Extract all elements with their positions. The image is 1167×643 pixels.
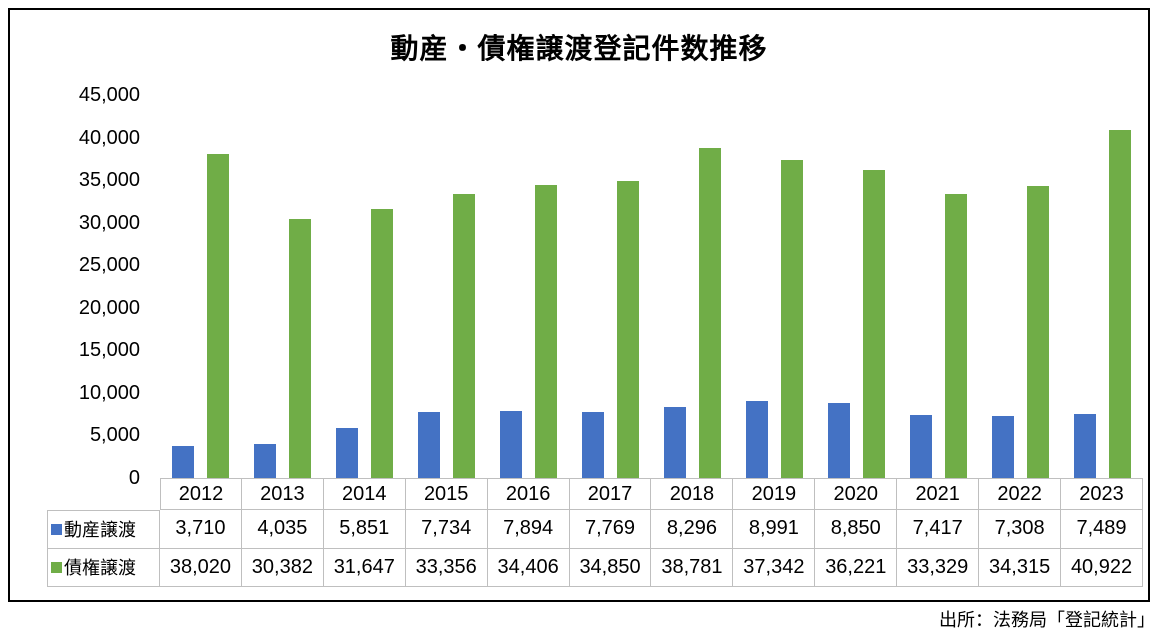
value-cell: 31,647 <box>323 548 406 587</box>
bar <box>944 194 967 478</box>
year-cell: 2021 <box>897 478 980 510</box>
bar-group <box>324 95 406 478</box>
bar-group <box>652 95 734 478</box>
bar <box>254 444 277 478</box>
year-cell: 2020 <box>815 478 898 510</box>
bar <box>371 209 394 478</box>
data-table: 2012 2013 2014 2015 2016 2017 2018 2019 2020 2021… <box>47 478 1143 587</box>
value-cell: 37,342 <box>733 548 816 587</box>
value-cell: 3,710 <box>160 510 242 549</box>
table-corner-cell <box>47 478 160 510</box>
value-cell: 8,850 <box>815 510 898 549</box>
value-cell: 7,769 <box>569 510 652 549</box>
chart-title: 動産・債権譲渡登記件数推移 <box>390 33 768 64</box>
row-label-cell: 債権譲渡 <box>47 548 160 587</box>
year-cell: 2013 <box>241 478 324 510</box>
bar <box>617 181 640 478</box>
bar <box>780 160 803 478</box>
bar <box>909 415 932 478</box>
y-tick-label: 35,000 <box>78 169 140 192</box>
bar <box>745 401 768 478</box>
value-cell: 7,489 <box>1061 510 1143 549</box>
bar-group <box>488 95 570 478</box>
y-tick-label: 45,000 <box>78 84 140 106</box>
bar-group <box>406 95 488 478</box>
bar <box>289 219 312 478</box>
value-cell: 30,382 <box>241 548 324 587</box>
bar-group <box>897 95 979 478</box>
y-tick-label: 30,000 <box>78 211 140 234</box>
bar <box>1108 130 1131 478</box>
bar <box>500 411 523 478</box>
y-tick-label: 20,000 <box>78 296 140 319</box>
year-cell: 2022 <box>979 478 1062 510</box>
value-cell: 7,734 <box>405 510 488 549</box>
year-cell: 2012 <box>160 478 242 510</box>
value-cell: 7,894 <box>487 510 570 549</box>
bar <box>535 185 558 478</box>
year-cell: 2017 <box>569 478 652 510</box>
legend-swatch <box>51 523 62 535</box>
legend-swatch <box>51 561 62 573</box>
y-tick-label: 0 <box>128 467 140 489</box>
year-cell: 2014 <box>323 478 406 510</box>
bar <box>991 416 1014 478</box>
year-cell: 2016 <box>487 478 570 510</box>
value-cell: 33,356 <box>405 548 488 587</box>
year-cell: 2023 <box>1061 478 1143 510</box>
bar <box>698 148 721 478</box>
bar <box>827 403 850 478</box>
bar <box>1073 414 1096 478</box>
bar-group <box>815 95 897 478</box>
bar-group <box>160 95 242 478</box>
bar <box>663 407 686 478</box>
bar <box>418 412 441 478</box>
y-tick-label: 5,000 <box>89 424 140 447</box>
bar <box>862 170 885 478</box>
year-cell: 2015 <box>405 478 488 510</box>
value-cell: 8,296 <box>651 510 734 549</box>
source-note: 出所：法務局「登記統計」 <box>939 610 1155 630</box>
bar <box>207 154 230 478</box>
y-axis: 0 5,000 10,000 15,000 20,000 25,000 30,000 35,0… <box>0 0 160 643</box>
bar <box>1026 186 1049 478</box>
value-cell: 4,035 <box>241 510 324 549</box>
series-label: 動産譲渡 <box>64 520 136 541</box>
bar <box>336 428 359 478</box>
row-label-cell: 動産譲渡 <box>47 510 160 549</box>
value-cell: 7,417 <box>897 510 980 549</box>
year-cell: 2019 <box>733 478 816 510</box>
value-cell: 34,406 <box>487 548 570 587</box>
y-tick-label: 10,000 <box>78 381 140 404</box>
bar <box>582 412 605 478</box>
value-cell: 34,315 <box>979 548 1062 587</box>
bar-group <box>733 95 815 478</box>
value-cell: 5,851 <box>323 510 406 549</box>
value-cell: 38,020 <box>160 548 242 587</box>
bar-group <box>242 95 324 478</box>
bar <box>172 446 195 478</box>
y-tick-label: 40,000 <box>78 126 140 149</box>
y-tick-label: 15,000 <box>78 339 140 362</box>
value-cell: 7,308 <box>979 510 1062 549</box>
year-cell: 2018 <box>651 478 734 510</box>
plot-area <box>160 95 1143 478</box>
value-cell: 40,922 <box>1061 548 1143 587</box>
bar-group <box>979 95 1061 478</box>
bar-group <box>1061 95 1143 478</box>
value-cell: 38,781 <box>651 548 734 587</box>
bar-group <box>570 95 652 478</box>
value-cell: 33,329 <box>897 548 980 587</box>
value-cell: 8,991 <box>733 510 816 549</box>
value-cell: 36,221 <box>815 548 898 587</box>
y-tick-label: 25,000 <box>78 254 140 277</box>
series-label: 債権譲渡 <box>64 558 136 579</box>
bar <box>453 194 476 478</box>
value-cell: 34,850 <box>569 548 652 587</box>
